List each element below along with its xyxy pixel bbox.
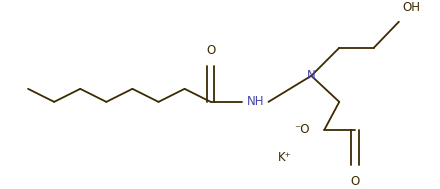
- Text: K⁺: K⁺: [279, 151, 292, 164]
- Text: N: N: [307, 69, 315, 82]
- Text: ⁻O: ⁻O: [294, 123, 309, 136]
- Text: NH: NH: [247, 95, 264, 108]
- Text: O: O: [351, 175, 360, 187]
- Text: OH: OH: [403, 1, 421, 14]
- Text: O: O: [206, 44, 215, 57]
